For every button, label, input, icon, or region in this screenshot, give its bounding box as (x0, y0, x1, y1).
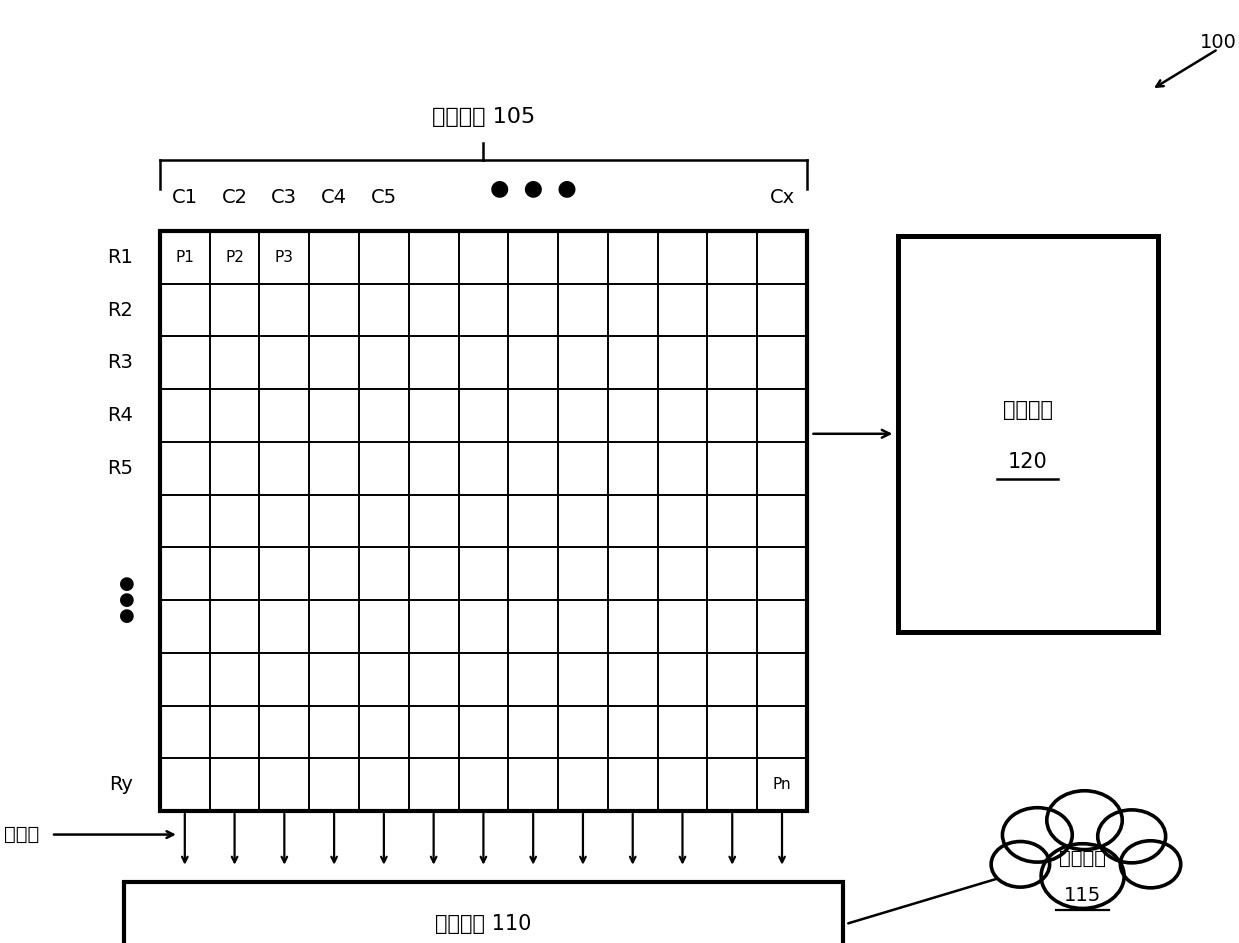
Text: R1: R1 (108, 248, 134, 267)
Text: ●  ●  ●: ● ● ● (489, 178, 576, 198)
Circle shape (1120, 841, 1181, 888)
Text: 功能逻辑: 功能逻辑 (1059, 849, 1106, 868)
Circle shape (1098, 810, 1166, 863)
Bar (124, 882, 844, 943)
Text: ●: ● (119, 591, 135, 609)
Text: 像素阵列 105: 像素阵列 105 (431, 108, 535, 127)
Text: C3: C3 (271, 189, 297, 207)
Text: R2: R2 (108, 301, 134, 320)
Text: C1: C1 (172, 189, 198, 207)
Circle shape (1041, 844, 1124, 908)
Text: Ry: Ry (109, 775, 134, 794)
Text: C4: C4 (321, 189, 347, 207)
Bar (897, 236, 1157, 632)
Text: 115: 115 (1064, 886, 1101, 905)
Text: 120: 120 (1007, 452, 1047, 472)
Bar (160, 231, 807, 811)
Text: P1: P1 (176, 250, 195, 265)
Text: ●: ● (119, 607, 135, 625)
Text: C2: C2 (222, 189, 248, 207)
Text: 控制电路: 控制电路 (1002, 400, 1053, 421)
Text: C5: C5 (370, 189, 396, 207)
Text: P2: P2 (225, 250, 244, 265)
Circle shape (1002, 807, 1072, 862)
Text: Pn: Pn (773, 777, 792, 792)
Text: 读出列: 读出列 (4, 825, 38, 844)
Text: P3: P3 (275, 250, 294, 265)
Text: 读出电路 110: 读出电路 110 (435, 914, 532, 935)
Text: R4: R4 (108, 406, 134, 425)
Text: 100: 100 (1199, 33, 1237, 52)
Circle shape (1047, 791, 1123, 850)
Circle shape (991, 841, 1049, 887)
Text: R5: R5 (108, 459, 134, 478)
Text: ●: ● (119, 575, 135, 593)
Text: Cx: Cx (769, 189, 794, 207)
Text: R3: R3 (108, 354, 134, 372)
